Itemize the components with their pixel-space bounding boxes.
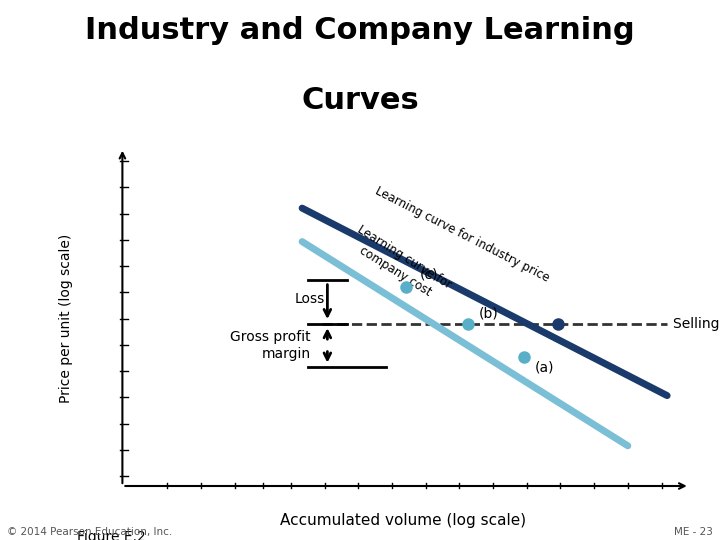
Text: Industry and Company Learning: Industry and Company Learning <box>85 16 635 45</box>
Text: Learning curve for
company cost: Learning curve for company cost <box>346 224 453 306</box>
Text: (b): (b) <box>479 306 499 320</box>
Text: Figure E.2: Figure E.2 <box>78 530 146 540</box>
Text: Selling price: Selling price <box>672 316 720 330</box>
Text: Gross profit
margin: Gross profit margin <box>230 330 310 361</box>
Text: Accumulated volume (log scale): Accumulated volume (log scale) <box>280 513 526 528</box>
Text: ME - 23: ME - 23 <box>674 527 713 537</box>
Text: © 2014 Pearson Education, Inc.: © 2014 Pearson Education, Inc. <box>7 527 173 537</box>
Text: Loss: Loss <box>294 292 325 306</box>
Text: Learning curve for industry price: Learning curve for industry price <box>373 184 552 284</box>
Text: (a): (a) <box>535 361 554 374</box>
Text: (c): (c) <box>420 268 438 282</box>
Text: Curves: Curves <box>301 86 419 116</box>
Text: Price per unit (log scale): Price per unit (log scale) <box>59 234 73 403</box>
